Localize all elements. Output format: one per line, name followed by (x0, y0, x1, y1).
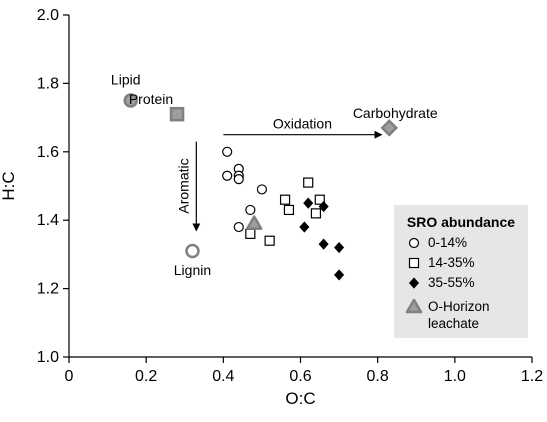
x-tick-label: 0.2 (135, 368, 157, 385)
data-point-35-55 (318, 200, 329, 213)
legend-label-line: leachate (428, 316, 479, 331)
data-point-14-35 (245, 228, 256, 239)
x-axis-title: O:C (285, 389, 315, 408)
y-tick-label: 1.6 (37, 144, 59, 161)
y-tick-label: 1.8 (37, 75, 59, 92)
legend-label-14-35: 14-35% (428, 255, 475, 270)
lipid-marker (123, 93, 138, 108)
x-tick-label: 0.8 (367, 368, 389, 385)
data-point-0-14 (256, 184, 268, 195)
legend-box (394, 205, 528, 338)
carbohydrate-label: Carbohydrate (353, 105, 438, 121)
x-tick-label: 0 (65, 368, 74, 385)
legend-title: SRO abundance (407, 214, 515, 230)
data-point-14-35 (264, 235, 275, 246)
x-tick-label: 0.4 (212, 368, 234, 385)
oxidation-label: Oxidation (273, 116, 332, 132)
y-tick-label: 1.0 (37, 349, 59, 366)
data-point-14-35 (303, 177, 314, 188)
x-tick-label: 1.0 (444, 368, 466, 385)
x-tick-label: 1.2 (521, 368, 543, 385)
y-tick-label: 1.2 (37, 281, 59, 298)
aromatic-label: Aromatic (175, 158, 191, 213)
legend-marker-35-55 (408, 277, 420, 289)
data-point-35-55 (299, 221, 310, 233)
axes: 0 0.2 0.4 0.6 0.8 1.0 1.2 1.0 1.2 1.4 1.6 1.8 2.0 (37, 7, 543, 385)
legend: SRO abundance 0-14% 14-35% 35-55% O-Horizon l… (394, 205, 528, 338)
lignin-marker (185, 243, 200, 259)
data-point-14-35 (283, 204, 295, 216)
legend-marker-14-35 (408, 257, 420, 269)
data-point-14-35 (310, 208, 322, 219)
data-point-14-35 (279, 194, 291, 205)
data-point-0-14 (245, 204, 256, 216)
data-point-0-14 (222, 170, 233, 181)
data-point-o-horizon-leachate (245, 215, 263, 230)
legend-marker-0-14 (408, 237, 420, 249)
lignin-label: Lignin (174, 262, 211, 278)
annotations: Oxidation Aromatic (175, 116, 383, 232)
protein-marker (169, 106, 185, 122)
legend-label-o-horizon-leachate: O-Horizon leachate (428, 299, 490, 331)
data-point-0-14 (233, 221, 244, 233)
data-point-35-55 (303, 197, 314, 209)
x-tick-label: 0.6 (289, 368, 311, 385)
carbohydrate-marker (380, 119, 399, 137)
legend-label-line: O-Horizon (428, 299, 490, 314)
data-point-14-35 (314, 194, 325, 205)
data-point-35-55 (334, 241, 345, 254)
lipid-label: Lipid (111, 72, 141, 88)
data-point-35-55 (318, 238, 329, 250)
legend-label-0-14: 0-14% (428, 235, 467, 250)
data-point-0-14 (222, 146, 233, 157)
data-marks: Lipid Protein Carbohydrate Lignin (111, 72, 438, 281)
protein-label: Protein (129, 91, 173, 107)
data-point-35-55 (334, 269, 345, 281)
axis-titles: O:C H:C (0, 171, 316, 408)
y-axis-title: H:C (0, 171, 18, 200)
legend-marker-o-horizon-leachate (405, 298, 423, 314)
legend-label-35-55: 35-55% (428, 275, 475, 290)
y-tick-label: 1.4 (37, 212, 59, 229)
y-tick-label: 2.0 (37, 7, 59, 24)
data-point-0-14 (233, 174, 244, 185)
